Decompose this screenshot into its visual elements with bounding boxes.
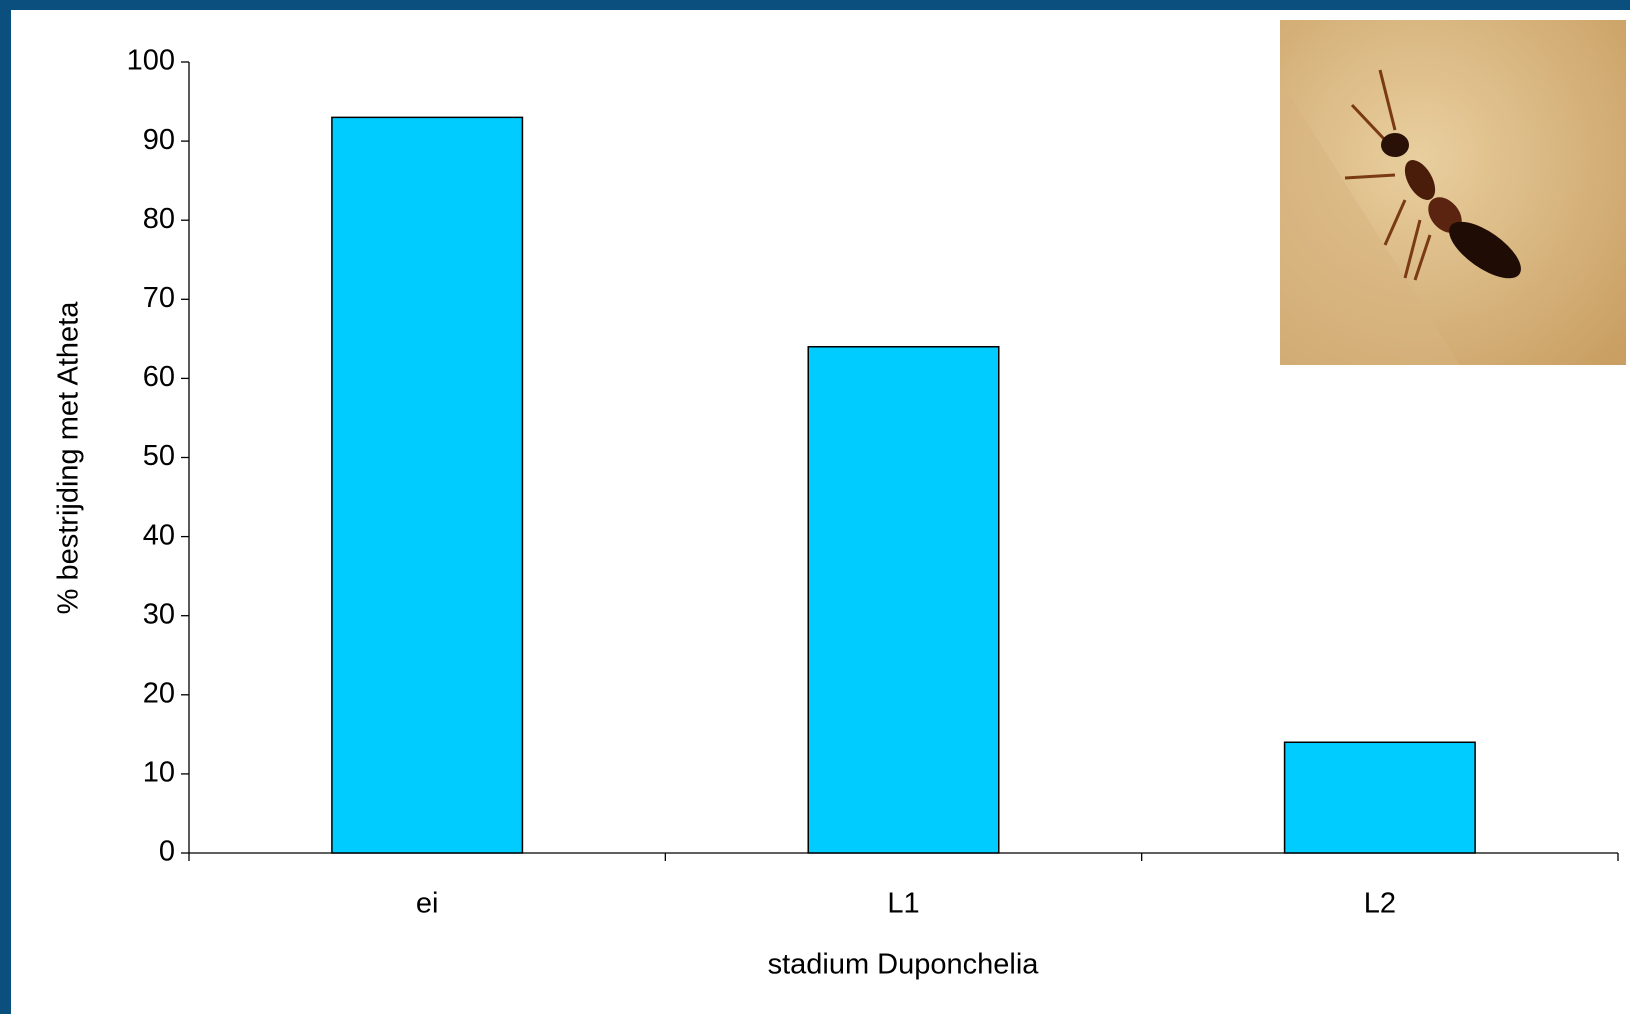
x-tick-label: L2 [1364, 888, 1396, 920]
photo [1280, 20, 1626, 365]
bar [807, 346, 1000, 854]
y-tick-label: 30 [143, 598, 175, 630]
bar [1283, 741, 1476, 854]
y-tick-label: 60 [143, 361, 175, 393]
y-tick-label: 70 [143, 282, 175, 314]
y-tick-label: 0 [159, 836, 175, 868]
y-tick-label: 10 [143, 757, 175, 789]
x-axis-title: stadium Duponchelia [768, 949, 1040, 981]
y-tick-label: 50 [143, 440, 175, 472]
x-tick-label: ei [416, 888, 439, 920]
y-tick-label: 100 [127, 45, 175, 77]
y-tick-label: 40 [143, 519, 175, 551]
y-axis-title: % bestrijding met Atheta [53, 301, 85, 615]
frame-top [0, 0, 1630, 10]
x-tick-label: L1 [887, 888, 919, 920]
y-tick-label: 20 [143, 677, 175, 709]
y-tick-label: 80 [143, 203, 175, 235]
y-tick-label: 90 [143, 124, 175, 156]
frame-left [0, 0, 11, 1014]
bar [331, 116, 524, 854]
